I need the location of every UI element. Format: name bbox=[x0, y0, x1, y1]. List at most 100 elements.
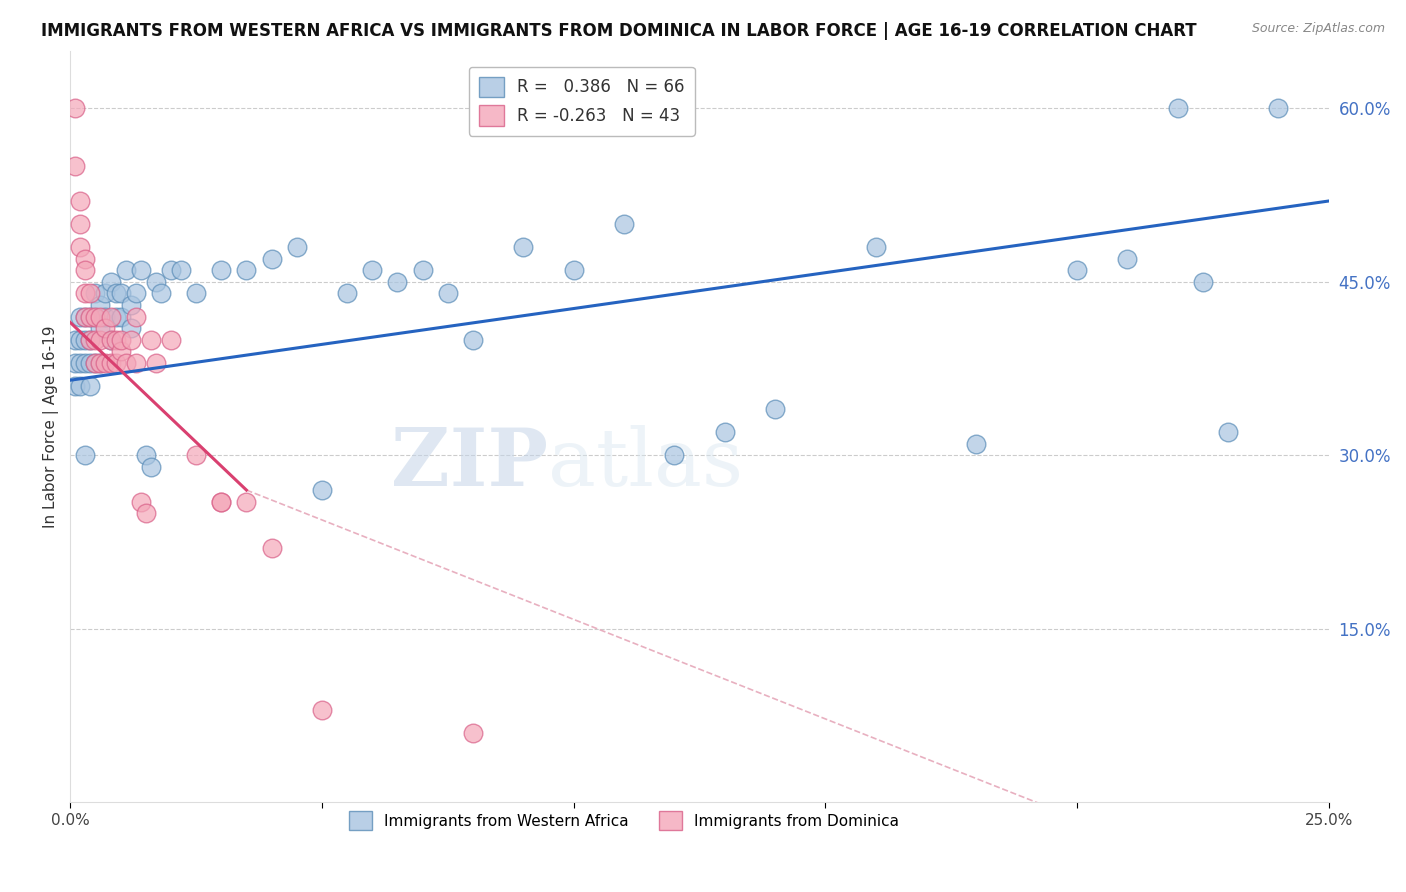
Point bbox=[104, 286, 127, 301]
Point bbox=[285, 240, 308, 254]
Point bbox=[65, 333, 87, 347]
Point bbox=[65, 159, 87, 173]
Point bbox=[120, 298, 142, 312]
Point bbox=[664, 449, 686, 463]
Point bbox=[124, 310, 146, 324]
Point bbox=[84, 310, 107, 324]
Point bbox=[1267, 102, 1289, 116]
Point bbox=[94, 310, 117, 324]
Point bbox=[336, 286, 359, 301]
Point bbox=[84, 356, 107, 370]
Point bbox=[110, 286, 132, 301]
Point bbox=[69, 379, 91, 393]
Point bbox=[94, 286, 117, 301]
Point bbox=[461, 333, 484, 347]
Point bbox=[65, 379, 87, 393]
Point bbox=[79, 286, 101, 301]
Point bbox=[69, 194, 91, 208]
Point bbox=[139, 333, 162, 347]
Point bbox=[79, 310, 101, 324]
Point bbox=[94, 321, 117, 335]
Point bbox=[69, 356, 91, 370]
Point bbox=[129, 494, 152, 508]
Text: Source: ZipAtlas.com: Source: ZipAtlas.com bbox=[1251, 22, 1385, 36]
Point bbox=[100, 310, 122, 324]
Point bbox=[110, 310, 132, 324]
Point bbox=[311, 703, 333, 717]
Point bbox=[104, 333, 127, 347]
Point bbox=[713, 425, 735, 440]
Point bbox=[209, 263, 232, 277]
Point bbox=[89, 298, 111, 312]
Point bbox=[170, 263, 193, 277]
Point bbox=[65, 102, 87, 116]
Point bbox=[139, 459, 162, 474]
Point bbox=[361, 263, 384, 277]
Point bbox=[184, 286, 207, 301]
Point bbox=[965, 437, 987, 451]
Point bbox=[75, 356, 97, 370]
Point bbox=[69, 240, 91, 254]
Point bbox=[79, 310, 101, 324]
Y-axis label: In Labor Force | Age 16-19: In Labor Force | Age 16-19 bbox=[44, 326, 59, 528]
Point bbox=[461, 726, 484, 740]
Point bbox=[235, 494, 257, 508]
Point bbox=[209, 494, 232, 508]
Point bbox=[89, 356, 111, 370]
Point bbox=[512, 240, 534, 254]
Point bbox=[311, 483, 333, 497]
Point bbox=[135, 449, 157, 463]
Point bbox=[69, 310, 91, 324]
Point bbox=[89, 356, 111, 370]
Point bbox=[114, 263, 136, 277]
Point bbox=[75, 263, 97, 277]
Point bbox=[114, 356, 136, 370]
Point bbox=[209, 494, 232, 508]
Point bbox=[104, 356, 127, 370]
Point bbox=[84, 310, 107, 324]
Point bbox=[184, 449, 207, 463]
Point bbox=[1167, 102, 1189, 116]
Point bbox=[75, 310, 97, 324]
Point bbox=[89, 321, 111, 335]
Point bbox=[94, 356, 117, 370]
Point bbox=[562, 263, 585, 277]
Legend: Immigrants from Western Africa, Immigrants from Dominica: Immigrants from Western Africa, Immigran… bbox=[343, 805, 905, 836]
Point bbox=[79, 356, 101, 370]
Text: ZIP: ZIP bbox=[391, 425, 548, 503]
Point bbox=[124, 286, 146, 301]
Point bbox=[110, 333, 132, 347]
Point bbox=[160, 263, 183, 277]
Point bbox=[89, 333, 111, 347]
Point bbox=[1216, 425, 1239, 440]
Point bbox=[79, 379, 101, 393]
Point bbox=[120, 321, 142, 335]
Point bbox=[387, 275, 409, 289]
Point bbox=[129, 263, 152, 277]
Point bbox=[75, 449, 97, 463]
Point bbox=[120, 333, 142, 347]
Point bbox=[1066, 263, 1088, 277]
Point bbox=[89, 310, 111, 324]
Point bbox=[235, 263, 257, 277]
Point bbox=[260, 252, 283, 266]
Point bbox=[65, 356, 87, 370]
Point bbox=[69, 333, 91, 347]
Text: IMMIGRANTS FROM WESTERN AFRICA VS IMMIGRANTS FROM DOMINICA IN LABOR FORCE | AGE : IMMIGRANTS FROM WESTERN AFRICA VS IMMIGR… bbox=[41, 22, 1197, 40]
Point bbox=[145, 356, 167, 370]
Point bbox=[79, 333, 101, 347]
Point bbox=[84, 333, 107, 347]
Point bbox=[84, 356, 107, 370]
Point bbox=[160, 333, 183, 347]
Point bbox=[75, 252, 97, 266]
Point bbox=[763, 402, 786, 417]
Point bbox=[75, 310, 97, 324]
Point bbox=[124, 356, 146, 370]
Point bbox=[1116, 252, 1139, 266]
Point bbox=[149, 286, 172, 301]
Point bbox=[69, 217, 91, 231]
Point bbox=[865, 240, 887, 254]
Point bbox=[1192, 275, 1215, 289]
Point bbox=[613, 217, 636, 231]
Point bbox=[135, 506, 157, 520]
